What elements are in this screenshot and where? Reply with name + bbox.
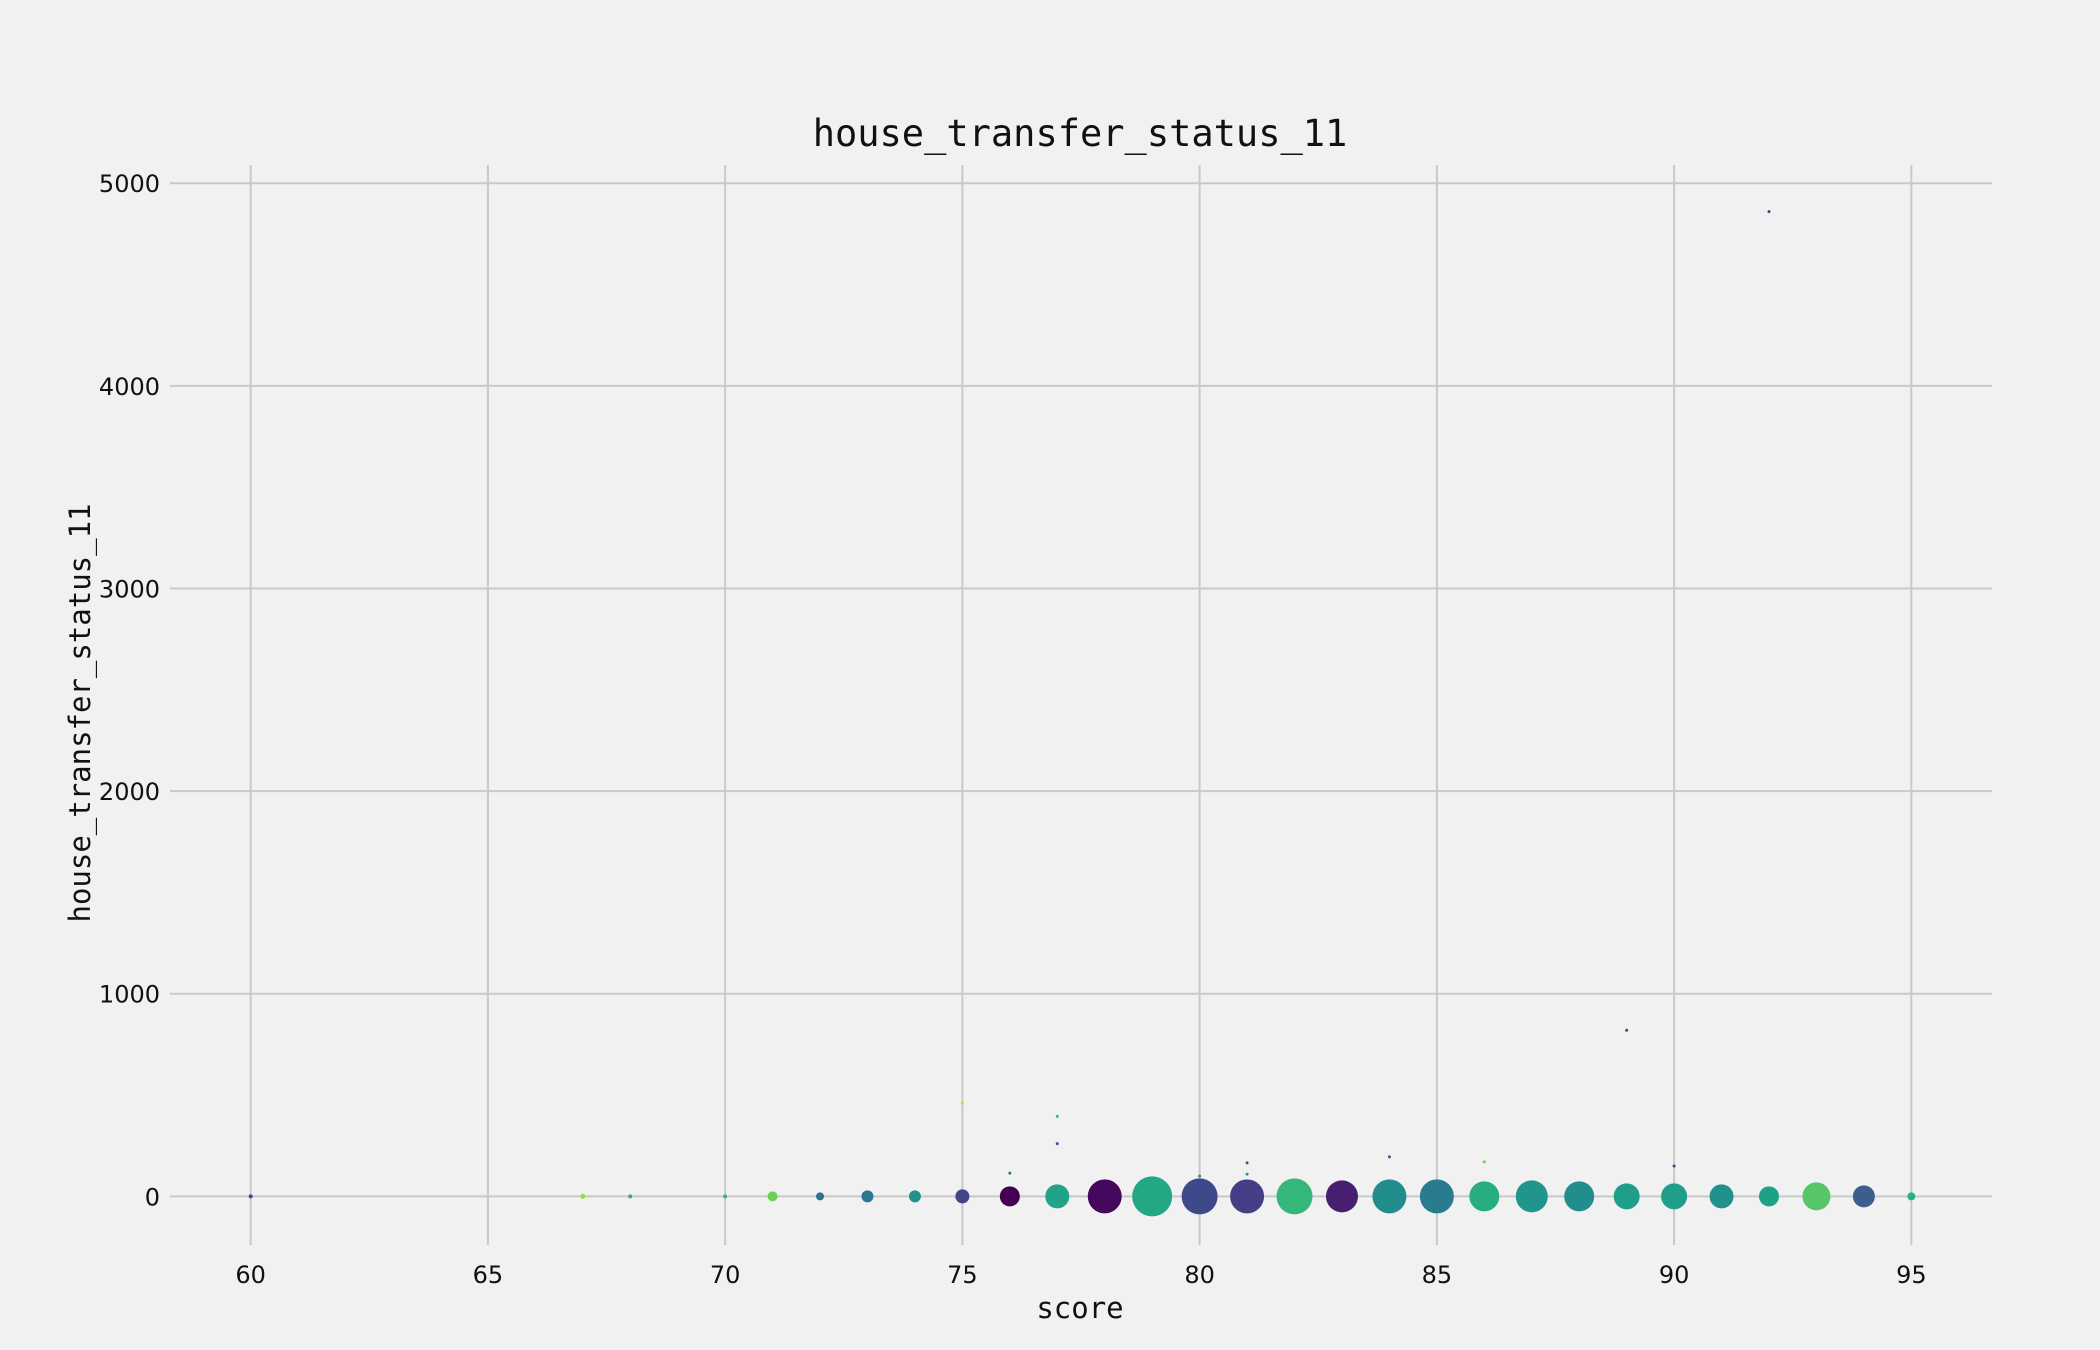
chart-title: house_transfer_status_11 [813, 112, 1348, 156]
scatter-point [1625, 1028, 1629, 1032]
x-tick-label: 70 [710, 1261, 741, 1289]
scatter-point [1758, 1186, 1779, 1207]
y-tick-label: 1000 [99, 981, 160, 1009]
y-tick-label: 0 [145, 1183, 160, 1211]
scatter-point [1245, 1172, 1249, 1176]
scatter-point [1767, 210, 1771, 214]
scatter-point [1802, 1182, 1831, 1211]
x-tick-label: 85 [1422, 1261, 1453, 1289]
scatter-point [1008, 1171, 1012, 1175]
y-tick-labels: 0 1000 2000 3000 4000 5000 [99, 170, 160, 1211]
scatter-point [1055, 1142, 1059, 1146]
scatter-point [1515, 1180, 1548, 1213]
scatter-point [1709, 1184, 1734, 1209]
scatter-point [767, 1191, 778, 1202]
scatter-point [1045, 1184, 1070, 1209]
scatter-point [999, 1186, 1020, 1207]
scatter-point [1276, 1178, 1313, 1215]
x-tick-label: 60 [235, 1261, 266, 1289]
scatter-point [1564, 1181, 1595, 1212]
scatter-point [1087, 1179, 1122, 1214]
scatter-point [1372, 1179, 1407, 1214]
scatter-point [1132, 1176, 1173, 1217]
y-tick-label: 4000 [99, 373, 160, 401]
y-tick-label: 3000 [99, 575, 160, 603]
scatter-point [955, 1189, 970, 1204]
scatter-point [1482, 1160, 1486, 1164]
x-tick-label: 90 [1659, 1261, 1690, 1289]
x-tick-labels: 60 65 70 75 80 85 90 95 [235, 1261, 1926, 1289]
x-tick-label: 80 [1184, 1261, 1215, 1289]
scatter-point [1419, 1179, 1454, 1214]
scatter-point [908, 1190, 921, 1203]
scatter-point [861, 1190, 874, 1203]
x-tick-label: 75 [947, 1261, 978, 1289]
scatter-point [1661, 1183, 1688, 1210]
y-tick-label: 5000 [99, 170, 160, 198]
scatter-point [628, 1194, 633, 1199]
scatter-point [723, 1194, 728, 1199]
x-tick-label: 65 [473, 1261, 504, 1289]
scatter-point [816, 1192, 825, 1201]
scatter-point [1469, 1181, 1500, 1212]
scatter-point [1613, 1183, 1640, 1210]
scatter-point [1387, 1155, 1391, 1159]
x-tick-label: 95 [1896, 1261, 1927, 1289]
scatter-point [1230, 1179, 1265, 1214]
x-axis-label: score [1036, 1291, 1123, 1325]
scatter-point [1907, 1192, 1916, 1201]
grid-lines [170, 165, 1992, 1245]
scatter-point [248, 1194, 253, 1199]
scatter-point [1198, 1174, 1202, 1178]
scatter-point [1852, 1185, 1875, 1208]
y-tick-label: 2000 [99, 778, 160, 806]
scatter-point [1245, 1161, 1249, 1165]
scatter-point [1055, 1114, 1059, 1118]
scatter-point [960, 1101, 964, 1105]
data-points [248, 210, 1916, 1217]
scatter-point [1325, 1180, 1358, 1213]
scatter-point [1672, 1164, 1676, 1168]
scatter-point [1181, 1178, 1218, 1215]
y-axis-label: house_transfer_status_11 [63, 503, 98, 922]
scatter-point [580, 1193, 586, 1199]
